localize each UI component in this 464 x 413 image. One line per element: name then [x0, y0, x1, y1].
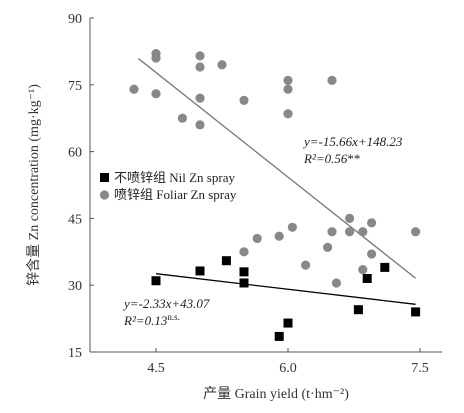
point-foliar-zn [287, 222, 297, 232]
point-foliar-zn [367, 218, 377, 228]
x-tick-label: 4.5 [147, 361, 165, 376]
point-foliar-zn [327, 75, 337, 85]
axis-ticks: 4.5 6.0 7.5 15 30 45 60 75 90 [68, 12, 429, 376]
point-nil-zn [362, 274, 372, 284]
equation-foliar-line: y=-15.66x+148.23 [302, 134, 403, 149]
data-points [129, 49, 421, 341]
point-nil-zn [380, 262, 390, 272]
point-foliar-zn [239, 247, 249, 257]
plot-frame [89, 18, 442, 353]
point-nil-zn [239, 267, 249, 277]
point-nil-zn [239, 278, 249, 288]
point-foliar-zn [129, 84, 139, 94]
point-foliar-zn [283, 75, 293, 85]
equation-foliar: y=-15.66x+148.23 R²=0.56** [302, 134, 403, 166]
point-nil-zn [353, 305, 363, 315]
point-nil-zn [195, 266, 205, 276]
point-foliar-zn [195, 51, 205, 61]
fit-line-foliar-zn [137, 58, 417, 279]
y-tick-label: 45 [68, 212, 82, 227]
point-foliar-zn [151, 89, 161, 99]
point-foliar-zn [358, 265, 368, 275]
point-foliar-zn [252, 233, 262, 244]
x-tick-label: 6.0 [279, 361, 297, 376]
point-foliar-zn [301, 260, 311, 270]
point-foliar-zn [358, 227, 368, 237]
point-foliar-zn [283, 84, 293, 94]
point-foliar-zn [177, 113, 187, 123]
point-foliar-zn [151, 53, 161, 63]
fit-lines [137, 58, 417, 305]
point-foliar-zn [195, 62, 205, 72]
point-foliar-zn [345, 227, 355, 237]
point-foliar-zn [411, 227, 421, 237]
equation-nil-r2: R²=0.13n.s. [123, 312, 180, 328]
point-nil-zn [283, 318, 293, 328]
legend-label-foliar-zn: 喷锌组 Foliar Zn spray [114, 187, 237, 202]
point-foliar-zn [327, 227, 337, 237]
point-nil-zn [151, 276, 161, 286]
point-foliar-zn [195, 120, 205, 130]
legend-marker-foliar-zn [99, 190, 110, 200]
equation-nil: y=-2.33x+43.07 R²=0.13n.s. [122, 296, 210, 328]
y-tick-label: 90 [68, 12, 82, 27]
point-nil-zn [274, 331, 284, 341]
point-foliar-zn [283, 109, 293, 119]
point-foliar-zn [331, 278, 341, 288]
legend-marker-nil-zn [100, 173, 109, 182]
point-foliar-zn [345, 213, 355, 223]
point-foliar-zn [367, 249, 377, 259]
y-tick-label: 15 [68, 346, 82, 361]
point-nil-zn [411, 307, 421, 317]
point-nil-zn [221, 256, 231, 266]
legend-label-nil-zn: 不喷锌组 Nil Zn spray [114, 170, 235, 185]
y-tick-label: 60 [68, 146, 82, 161]
y-tick-label: 30 [68, 279, 82, 294]
point-foliar-zn [195, 93, 205, 103]
equation-foliar-r2: R²=0.56** [303, 151, 360, 166]
legend: 不喷锌组 Nil Zn spray 喷锌组 Foliar Zn spray [99, 170, 237, 202]
point-foliar-zn [239, 95, 249, 105]
equation-nil-line: y=-2.33x+43.07 [122, 296, 210, 311]
x-tick-label: 7.5 [411, 361, 429, 376]
y-tick-label: 75 [68, 79, 82, 94]
point-foliar-zn [323, 242, 333, 252]
fit-line-nil-zn [155, 273, 416, 305]
x-axis-title: 产量 Grain yield (t·hm⁻²) [203, 386, 349, 402]
y-axis-title: 锌含量 Zn concentration (mg·kg⁻¹) [26, 84, 42, 286]
point-foliar-zn [274, 231, 284, 241]
point-foliar-zn [217, 60, 227, 70]
